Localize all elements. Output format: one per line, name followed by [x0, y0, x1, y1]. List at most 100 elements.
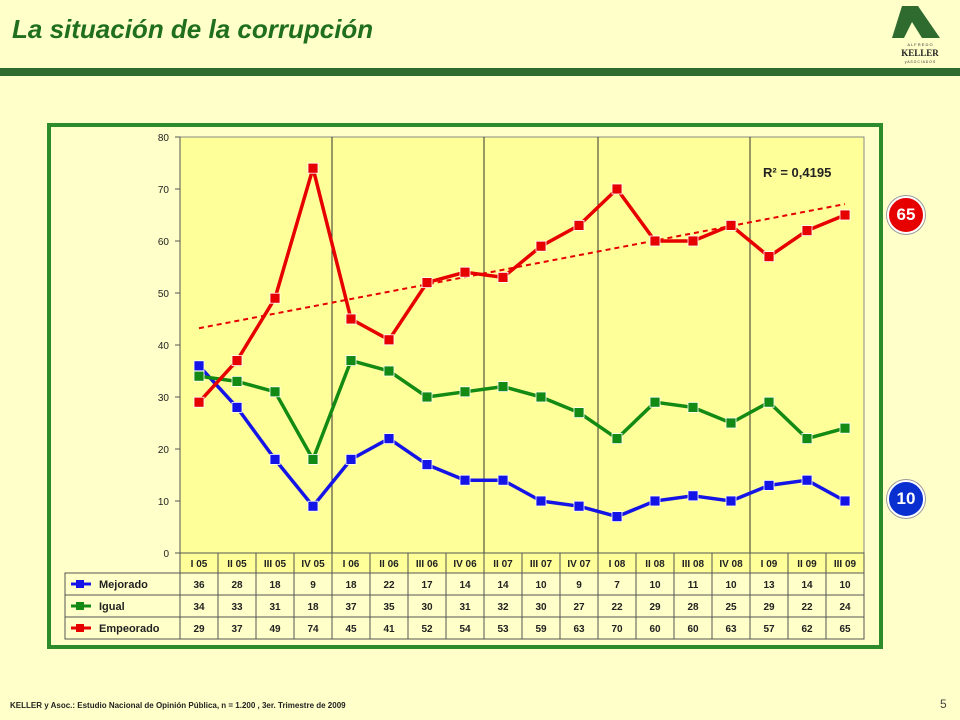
mejorado-current-badge: 10 — [887, 480, 925, 518]
empeorado-point — [649, 235, 661, 247]
empeorado-table-value: 63 — [573, 624, 585, 635]
empeorado-table-value: 62 — [801, 624, 813, 635]
data-table: I 05 II 05 III 05 IV 05 I 06 II 06 III 06 IV 06… — [64, 552, 865, 640]
title-divider — [0, 68, 960, 76]
igual-point — [307, 453, 319, 465]
igual-table-value: 31 — [459, 602, 471, 613]
igual-legend-marker — [76, 602, 84, 610]
empeorado-table-value: 59 — [535, 624, 547, 635]
table-category-label: II 05 — [227, 559, 247, 570]
page-title: La situación de la corrupción — [12, 14, 374, 44]
igual-point — [687, 401, 699, 413]
igual-table-value: 34 — [193, 602, 205, 613]
empeorado-point — [725, 220, 737, 231]
mejorado-point — [535, 495, 547, 507]
mejorado-table-value: 14 — [497, 580, 509, 591]
empeorado-legend-marker — [76, 624, 84, 632]
empeorado-point — [307, 162, 319, 174]
mejorado-table-value: 18 — [269, 580, 281, 591]
empeorado-legend-label: Empeorado — [99, 623, 160, 635]
empeorado-point — [763, 251, 775, 262]
igual-point — [763, 396, 775, 408]
igual-table-value: 22 — [801, 602, 813, 613]
mejorado-table-value: 9 — [576, 580, 582, 591]
igual-legend-label: Igual — [99, 601, 125, 613]
mejorado-table-value: 10 — [839, 580, 851, 591]
empeorado-table-value: 60 — [687, 624, 699, 635]
igual-table-value: 27 — [573, 602, 585, 613]
igual-table-value: 33 — [231, 602, 243, 613]
mejorado-point — [421, 459, 433, 471]
y-tick-label: 0 — [163, 549, 169, 560]
mejorado-table-value: 36 — [193, 580, 205, 591]
table-category-label: I 09 — [761, 559, 778, 570]
igual-point — [345, 355, 357, 367]
page-number: 5 — [940, 697, 947, 711]
y-tick-label: 70 — [158, 185, 170, 196]
source-footnote: KELLER y Asoc.: Estudio Nacional de Opin… — [10, 701, 346, 710]
empeorado-trendline — [198, 203, 846, 330]
y-tick-label: 40 — [158, 341, 170, 352]
empeorado-point — [573, 220, 585, 231]
table-category-label: II 09 — [797, 559, 817, 570]
table-category-label: IV 05 — [301, 559, 325, 570]
mejorado-table-value: 13 — [763, 580, 775, 591]
mejorado-point — [725, 495, 737, 507]
mejorado-table-value: 22 — [383, 580, 395, 591]
empeorado-point — [383, 334, 395, 346]
trendline-group — [198, 203, 846, 330]
mejorado-table-value: 14 — [459, 580, 471, 591]
mejorado-table-value: 7 — [614, 580, 620, 591]
y-tick-label: 80 — [158, 133, 170, 144]
igual-table-value: 28 — [687, 602, 699, 613]
empeorado-table-value: 63 — [725, 624, 737, 635]
table-category-label: III 09 — [834, 559, 857, 570]
mejorado-table-value: 9 — [310, 580, 316, 591]
igual-point — [269, 386, 281, 398]
r-squared-label: R² = 0,4195 — [763, 165, 831, 180]
igual-point — [649, 396, 661, 408]
empeorado-point — [839, 209, 851, 221]
igual-point — [611, 433, 623, 445]
chart-panel: 0 10 20 30 40 50 60 70 80 R² = 0,4195 I 05 II 05 I… — [47, 123, 883, 649]
table-category-label: I 06 — [343, 559, 360, 570]
igual-table-value: 24 — [839, 602, 851, 613]
mejorado-table-value: 17 — [421, 580, 433, 591]
mejorado-point — [839, 495, 851, 507]
empeorado-table-value: 65 — [839, 624, 851, 635]
empeorado-table-value: 74 — [307, 624, 319, 635]
y-tick-label: 10 — [158, 497, 170, 508]
table-category-label: II 07 — [493, 559, 513, 570]
y-tick-label: 30 — [158, 393, 170, 404]
empeorado-point — [421, 277, 433, 289]
empeorado-table-value: 29 — [193, 624, 205, 635]
mejorado-legend-label: Mejorado — [99, 579, 148, 591]
igual-table-value: 30 — [535, 602, 547, 613]
igual-table-value: 29 — [763, 602, 775, 613]
table-category-label: III 07 — [530, 559, 553, 570]
mejorado-point — [573, 500, 585, 512]
mejorado-point — [763, 479, 775, 491]
igual-point — [725, 417, 737, 429]
igual-point — [383, 365, 395, 377]
igual-point — [421, 391, 433, 403]
igual-point — [535, 391, 547, 403]
empeorado-table-value: 41 — [383, 624, 395, 635]
mejorado-point — [269, 453, 281, 465]
table-category-label: I 05 — [191, 559, 208, 570]
igual-table-value: 22 — [611, 602, 623, 613]
logo-name-text: KELLER — [901, 48, 939, 58]
mejorado-table-value: 14 — [801, 580, 813, 591]
mejorado-legend-marker — [76, 580, 84, 588]
table-row — [64, 616, 865, 640]
mejorado-line — [197, 364, 846, 519]
mejorado-point — [611, 511, 623, 523]
y-tick-label: 60 — [158, 237, 170, 248]
mejorado-point — [345, 453, 357, 465]
empeorado-table-value: 37 — [231, 624, 243, 635]
mejorado-point — [649, 495, 661, 507]
empeorado-point — [269, 292, 281, 304]
table-category-label: IV 08 — [719, 559, 743, 570]
mejorado-table-value: 11 — [688, 580, 699, 591]
